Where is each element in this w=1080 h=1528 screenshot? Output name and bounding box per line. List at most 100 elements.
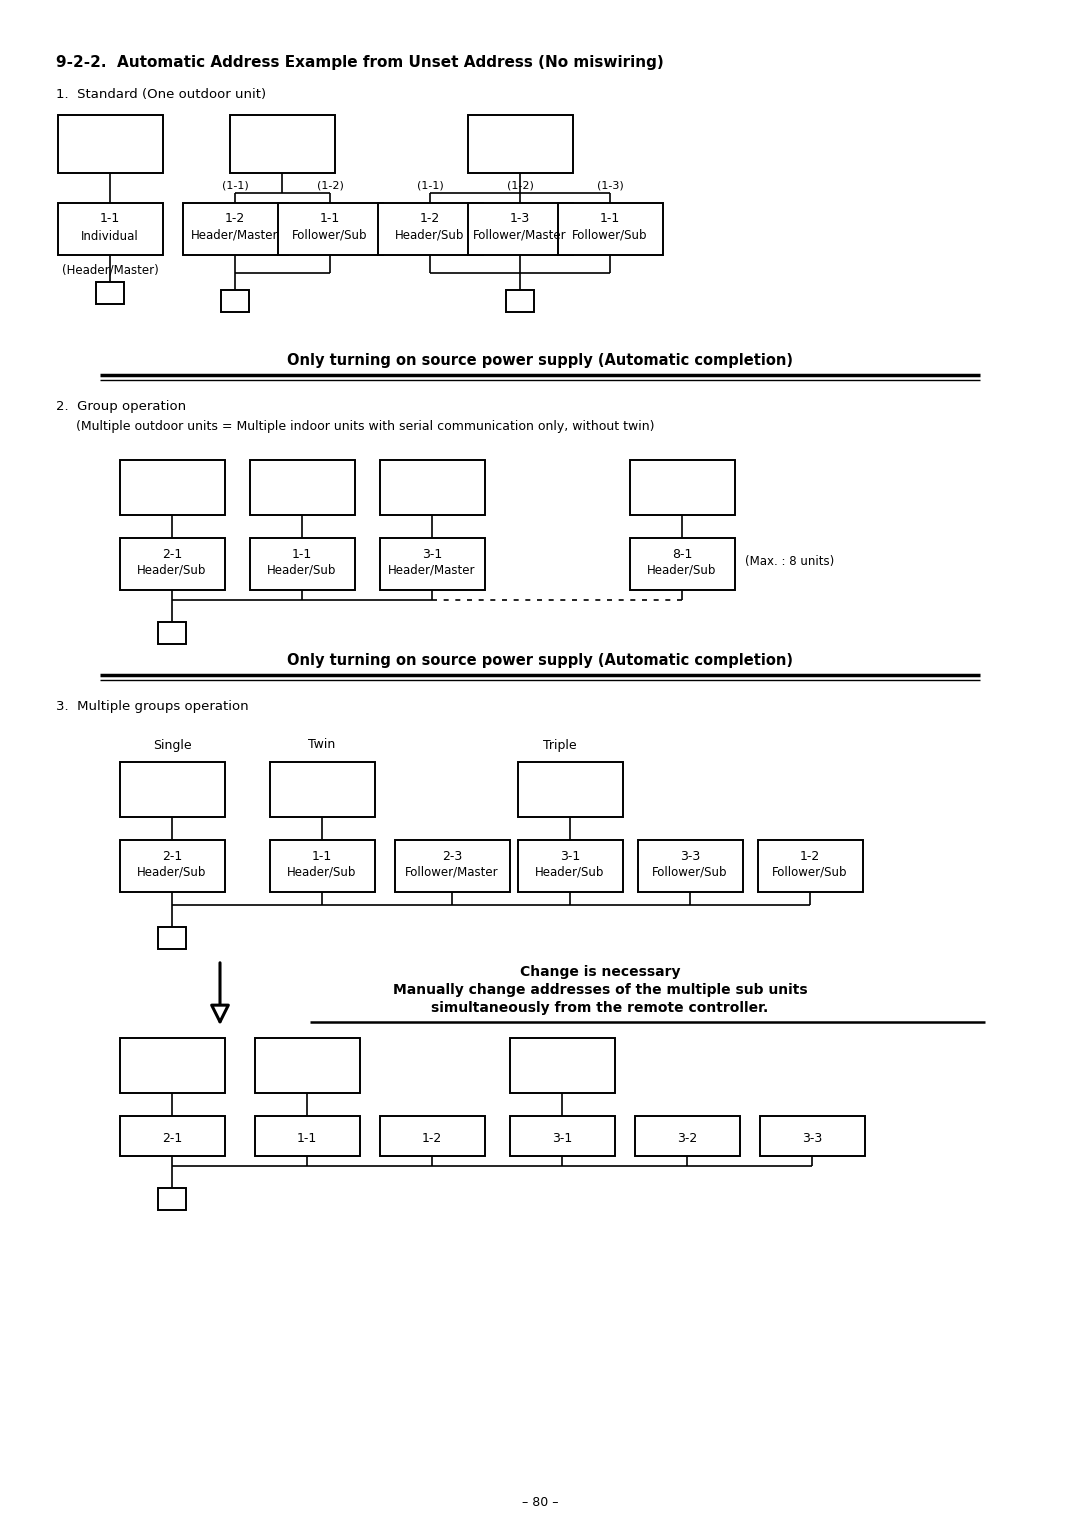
Bar [380,538,485,590]
Text: 1-2: 1-2 [800,850,820,862]
Bar [158,927,186,949]
Bar [230,115,335,173]
Bar [120,1115,225,1157]
Text: 1.  Standard (One outdoor unit): 1. Standard (One outdoor unit) [56,89,266,101]
Text: Header/Sub: Header/Sub [268,564,337,576]
Text: Header/Sub: Header/Sub [395,229,464,241]
Bar [58,203,163,255]
Text: – 80 –: – 80 – [522,1496,558,1508]
Text: Follower/Master: Follower/Master [405,865,499,879]
Text: 3.  Multiple groups operation: 3. Multiple groups operation [56,700,248,714]
Text: Header/Sub: Header/Sub [287,865,356,879]
Text: Header/Sub: Header/Sub [137,865,206,879]
Text: (Header/Master): (Header/Master) [62,263,159,277]
Bar [183,203,288,255]
Text: Follower/Sub: Follower/Sub [652,865,728,879]
Text: 3-2: 3-2 [677,1132,697,1144]
Text: Header/Sub: Header/Sub [536,865,605,879]
Text: Follower/Sub: Follower/Sub [572,229,648,241]
Text: 9-2-2.  Automatic Address Example from Unset Address (No miswiring): 9-2-2. Automatic Address Example from Un… [56,55,664,70]
Text: 3-1: 3-1 [552,1132,572,1144]
Text: 1-3: 1-3 [510,212,530,226]
Text: Individual: Individual [81,229,139,243]
Text: 1-1: 1-1 [297,1132,318,1144]
Text: 3-3: 3-3 [680,850,700,862]
Text: (1-3): (1-3) [596,180,623,191]
Text: Change is necessary: Change is necessary [519,966,680,979]
Text: (1-1): (1-1) [417,180,444,191]
Text: Follower/Sub: Follower/Sub [293,229,368,241]
Bar [120,1038,225,1093]
Bar [630,538,735,590]
Bar [278,203,383,255]
Bar [558,203,663,255]
Text: simultaneously from the remote controller.: simultaneously from the remote controlle… [431,1001,769,1015]
Text: Only turning on source power supply (Automatic completion): Only turning on source power supply (Aut… [287,652,793,668]
Bar [518,762,623,817]
Text: 1-1: 1-1 [292,547,312,561]
Bar [158,1187,186,1210]
Bar [468,115,573,173]
Text: Follower/Master: Follower/Master [473,229,567,241]
Text: Follower/Sub: Follower/Sub [772,865,848,879]
Bar [760,1115,865,1157]
Bar [468,203,573,255]
Bar [378,203,483,255]
Bar [255,1038,360,1093]
Text: (1-2): (1-2) [507,180,534,191]
Bar [635,1115,740,1157]
Text: Header/Master: Header/Master [191,229,279,241]
Text: 1-2: 1-2 [225,212,245,226]
Bar [270,840,375,892]
Bar [638,840,743,892]
Bar [630,460,735,515]
Bar [249,460,355,515]
Text: 1-1: 1-1 [99,212,120,226]
Text: 1-1: 1-1 [312,850,333,862]
Text: (1-2): (1-2) [316,180,343,191]
Bar [255,1115,360,1157]
Text: 1-1: 1-1 [599,212,620,226]
Text: 2-1: 2-1 [162,850,183,862]
Bar [58,115,163,173]
Text: 2-3: 2-3 [442,850,462,862]
Bar [395,840,510,892]
Bar [120,840,225,892]
Text: Header/Sub: Header/Sub [647,564,717,576]
Text: 3-1: 3-1 [422,547,442,561]
Bar [510,1115,615,1157]
Text: Header/Master: Header/Master [388,564,476,576]
Text: (Max. : 8 units): (Max. : 8 units) [745,556,834,568]
Bar [380,460,485,515]
Text: 3-1: 3-1 [559,850,580,862]
Text: Manually change addresses of the multiple sub units: Manually change addresses of the multipl… [393,983,808,996]
Bar [249,538,355,590]
Text: Only turning on source power supply (Automatic completion): Only turning on source power supply (Aut… [287,353,793,368]
Text: 2-1: 2-1 [162,547,183,561]
Text: Triple: Triple [543,738,577,752]
Bar [380,1115,485,1157]
Bar [120,460,225,515]
Bar [120,538,225,590]
Text: 8-1: 8-1 [672,547,692,561]
Bar [221,290,249,312]
Text: 1-2: 1-2 [420,212,441,226]
Bar [507,290,534,312]
Text: 2.  Group operation: 2. Group operation [56,400,186,413]
Text: 1-2: 1-2 [422,1132,442,1144]
Text: 2-1: 2-1 [162,1132,183,1144]
Text: Single: Single [152,738,191,752]
Text: (Multiple outdoor units = Multiple indoor units with serial communication only, : (Multiple outdoor units = Multiple indoo… [76,420,654,432]
Bar [270,762,375,817]
Text: Twin: Twin [309,738,336,752]
Bar [158,622,186,643]
Bar [518,840,623,892]
Text: Header/Sub: Header/Sub [137,564,206,576]
Bar [510,1038,615,1093]
Text: 1-1: 1-1 [320,212,340,226]
Bar [120,762,225,817]
Text: 3-3: 3-3 [801,1132,822,1144]
Bar [758,840,863,892]
Bar [96,283,124,304]
Text: (1-1): (1-1) [221,180,248,191]
